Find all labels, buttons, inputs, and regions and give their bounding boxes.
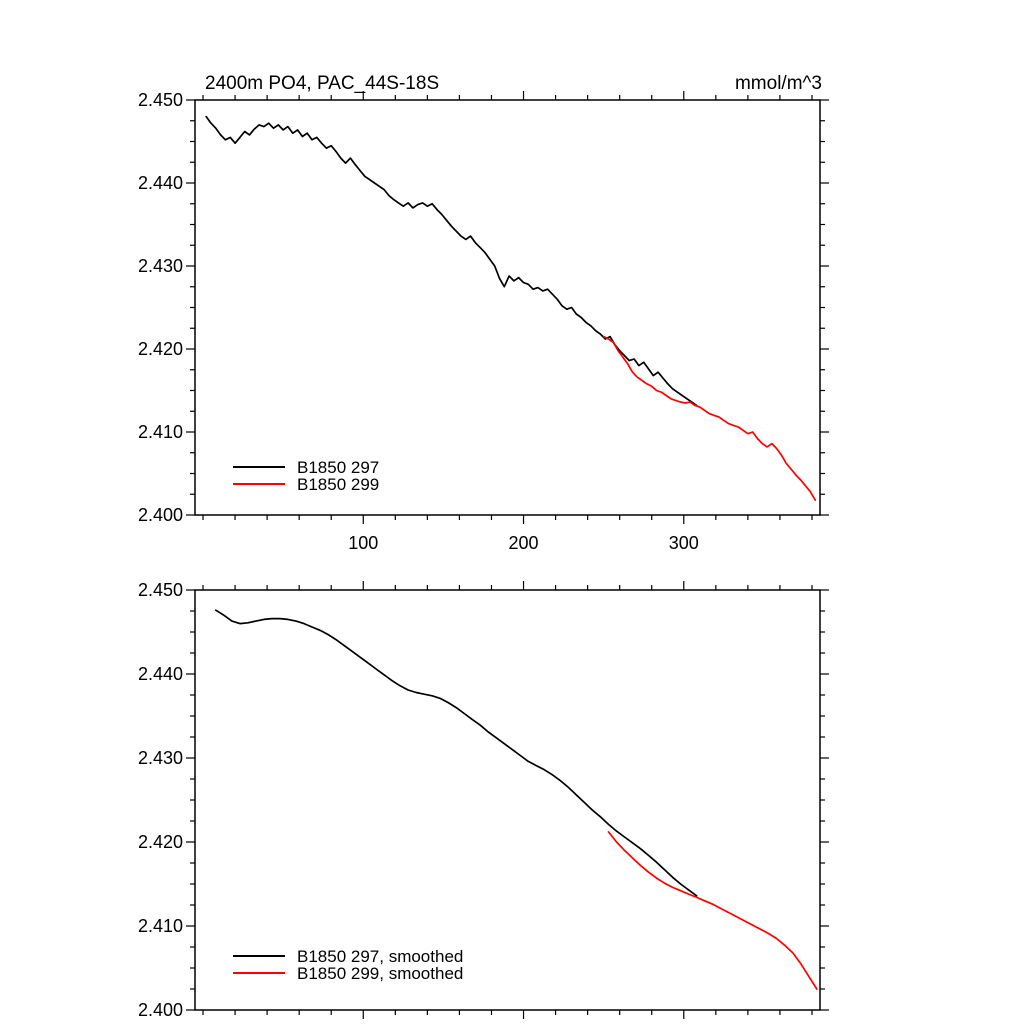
legend-label-0: B1850 297, smoothed (297, 947, 463, 966)
y-axis-tick-label: 2.400 (138, 1000, 183, 1020)
series-line-1 (607, 831, 818, 990)
x-axis-tick-label: 200 (509, 533, 539, 553)
plot-frame (194, 99, 821, 516)
y-axis-tick-label: 2.410 (138, 916, 183, 936)
x-axis-tick-label: 100 (348, 533, 378, 553)
y-axis-tick-label: 2.430 (138, 256, 183, 276)
y-axis-tick-label: 2.420 (138, 832, 183, 852)
chart-units-label: mmol/m^3 (735, 73, 822, 94)
x-axis-tick-label: 300 (669, 533, 699, 553)
y-axis-tick-label: 2.440 (138, 173, 183, 193)
legend-label-0: B1850 297 (297, 458, 379, 477)
chart-title: 2400m PO4, PAC_44S-18S (205, 73, 439, 94)
plot-frame (194, 589, 821, 1011)
chart-0: 100 200 300 2.400 2.410 2.420 2.430 2.440 2.450 B… (138, 73, 829, 553)
y-axis-tick-label: 2.450 (138, 90, 183, 110)
series-line-0 (214, 609, 698, 897)
chart-1: 2.400 2.410 2.420 2.430 2.440 2.450 B1850 297,… (138, 580, 829, 1020)
series-line-1 (602, 335, 817, 501)
y-axis-tick-label: 2.420 (138, 339, 183, 359)
series-line-0 (205, 115, 698, 407)
y-axis-tick-label: 2.430 (138, 748, 183, 768)
y-axis-tick-label: 2.450 (138, 580, 183, 600)
legend-label-1: B1850 299, smoothed (297, 964, 463, 983)
legend-label-1: B1850 299 (297, 475, 379, 494)
y-axis-tick-label: 2.440 (138, 664, 183, 684)
y-axis-tick-label: 2.410 (138, 422, 183, 442)
y-axis-tick-label: 2.400 (138, 505, 183, 525)
